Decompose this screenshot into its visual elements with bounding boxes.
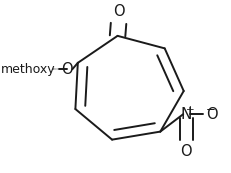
Text: O: O <box>113 4 125 19</box>
Text: methoxy: methoxy <box>53 68 59 69</box>
Text: O: O <box>181 144 192 159</box>
Text: +: + <box>186 105 195 115</box>
Text: −: − <box>206 103 216 116</box>
Text: O: O <box>206 107 217 122</box>
Text: methoxy: methoxy <box>1 63 56 76</box>
Text: methoxy: methoxy <box>53 69 59 70</box>
Text: O: O <box>61 62 72 77</box>
Text: N: N <box>181 107 192 122</box>
